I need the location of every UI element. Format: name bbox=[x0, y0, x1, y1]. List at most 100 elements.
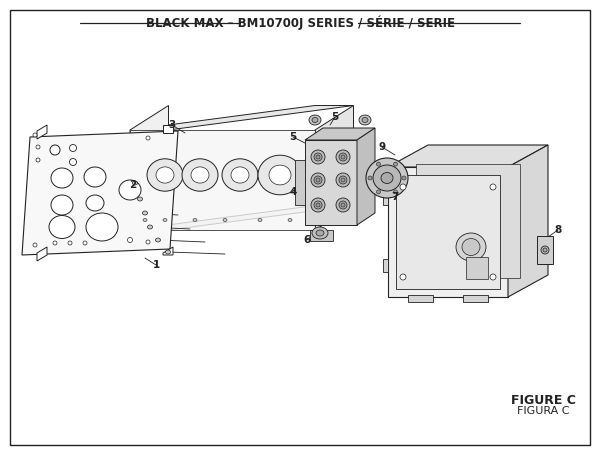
Ellipse shape bbox=[258, 155, 302, 195]
Ellipse shape bbox=[541, 246, 549, 254]
Text: FIGURA C: FIGURA C bbox=[517, 406, 569, 416]
Ellipse shape bbox=[402, 176, 406, 180]
Ellipse shape bbox=[156, 167, 174, 183]
Ellipse shape bbox=[155, 238, 161, 242]
Ellipse shape bbox=[269, 165, 291, 185]
Text: 4: 4 bbox=[289, 187, 296, 197]
Ellipse shape bbox=[311, 150, 325, 164]
Text: 5: 5 bbox=[331, 112, 338, 122]
Ellipse shape bbox=[311, 198, 325, 212]
Ellipse shape bbox=[543, 248, 547, 252]
Ellipse shape bbox=[143, 218, 147, 222]
Ellipse shape bbox=[314, 153, 322, 161]
Ellipse shape bbox=[316, 155, 320, 159]
Ellipse shape bbox=[128, 238, 133, 243]
Ellipse shape bbox=[336, 150, 350, 164]
Ellipse shape bbox=[83, 241, 87, 245]
Polygon shape bbox=[22, 131, 178, 255]
Polygon shape bbox=[396, 175, 500, 289]
Ellipse shape bbox=[191, 167, 209, 183]
Ellipse shape bbox=[137, 197, 143, 201]
Polygon shape bbox=[383, 192, 388, 205]
Ellipse shape bbox=[119, 180, 141, 200]
Ellipse shape bbox=[53, 241, 57, 245]
Polygon shape bbox=[416, 164, 520, 278]
Ellipse shape bbox=[68, 241, 72, 245]
Polygon shape bbox=[305, 140, 357, 225]
Ellipse shape bbox=[288, 218, 292, 222]
Ellipse shape bbox=[312, 227, 328, 239]
Ellipse shape bbox=[373, 165, 401, 191]
Text: 1: 1 bbox=[152, 260, 160, 270]
Ellipse shape bbox=[50, 145, 60, 155]
Polygon shape bbox=[37, 125, 47, 139]
Ellipse shape bbox=[400, 184, 406, 190]
Ellipse shape bbox=[258, 218, 262, 222]
Text: 7: 7 bbox=[391, 192, 398, 202]
Polygon shape bbox=[163, 247, 173, 255]
Ellipse shape bbox=[311, 173, 325, 187]
Ellipse shape bbox=[456, 233, 486, 261]
Ellipse shape bbox=[377, 190, 380, 194]
Polygon shape bbox=[130, 206, 353, 230]
Ellipse shape bbox=[49, 216, 75, 238]
Text: FIGURE C: FIGURE C bbox=[511, 394, 575, 408]
Polygon shape bbox=[130, 106, 169, 230]
Ellipse shape bbox=[316, 230, 324, 236]
Ellipse shape bbox=[86, 195, 104, 211]
Ellipse shape bbox=[462, 238, 480, 256]
Ellipse shape bbox=[362, 117, 368, 122]
Text: BLACK MAX – BM10700J SERIES / SÉRIE / SERIE: BLACK MAX – BM10700J SERIES / SÉRIE / SE… bbox=[146, 16, 455, 30]
Polygon shape bbox=[305, 128, 375, 140]
Text: 9: 9 bbox=[379, 142, 386, 152]
Ellipse shape bbox=[36, 145, 40, 149]
Ellipse shape bbox=[86, 213, 118, 241]
Ellipse shape bbox=[336, 173, 350, 187]
Ellipse shape bbox=[148, 225, 152, 229]
Ellipse shape bbox=[309, 115, 321, 125]
Text: 2: 2 bbox=[130, 180, 137, 190]
Ellipse shape bbox=[166, 250, 170, 254]
Ellipse shape bbox=[222, 159, 258, 191]
Polygon shape bbox=[357, 128, 375, 225]
Ellipse shape bbox=[193, 218, 197, 222]
Ellipse shape bbox=[339, 153, 347, 161]
Ellipse shape bbox=[84, 167, 106, 187]
Ellipse shape bbox=[70, 158, 77, 166]
Polygon shape bbox=[508, 145, 548, 297]
Polygon shape bbox=[315, 106, 353, 230]
Polygon shape bbox=[388, 167, 508, 297]
Polygon shape bbox=[388, 145, 548, 167]
Ellipse shape bbox=[147, 159, 183, 191]
Polygon shape bbox=[295, 160, 305, 205]
Ellipse shape bbox=[400, 274, 406, 280]
Ellipse shape bbox=[231, 167, 249, 183]
Ellipse shape bbox=[223, 218, 227, 222]
Ellipse shape bbox=[339, 176, 347, 184]
Polygon shape bbox=[163, 125, 173, 133]
Ellipse shape bbox=[33, 243, 37, 247]
Polygon shape bbox=[537, 236, 553, 264]
Text: 5: 5 bbox=[289, 132, 296, 142]
Ellipse shape bbox=[146, 240, 150, 244]
Ellipse shape bbox=[312, 117, 318, 122]
Ellipse shape bbox=[394, 162, 398, 166]
Polygon shape bbox=[37, 247, 47, 261]
Ellipse shape bbox=[490, 184, 496, 190]
Ellipse shape bbox=[341, 178, 345, 182]
Ellipse shape bbox=[368, 176, 372, 180]
Ellipse shape bbox=[316, 203, 320, 207]
Polygon shape bbox=[408, 295, 433, 302]
Ellipse shape bbox=[314, 176, 322, 184]
Polygon shape bbox=[466, 257, 488, 279]
Ellipse shape bbox=[394, 190, 398, 194]
Polygon shape bbox=[130, 106, 353, 130]
Ellipse shape bbox=[182, 159, 218, 191]
Ellipse shape bbox=[316, 178, 320, 182]
Ellipse shape bbox=[163, 218, 167, 222]
Ellipse shape bbox=[33, 133, 37, 137]
Ellipse shape bbox=[381, 172, 393, 183]
Ellipse shape bbox=[143, 211, 148, 215]
Ellipse shape bbox=[339, 201, 347, 209]
Text: 3: 3 bbox=[169, 120, 176, 130]
